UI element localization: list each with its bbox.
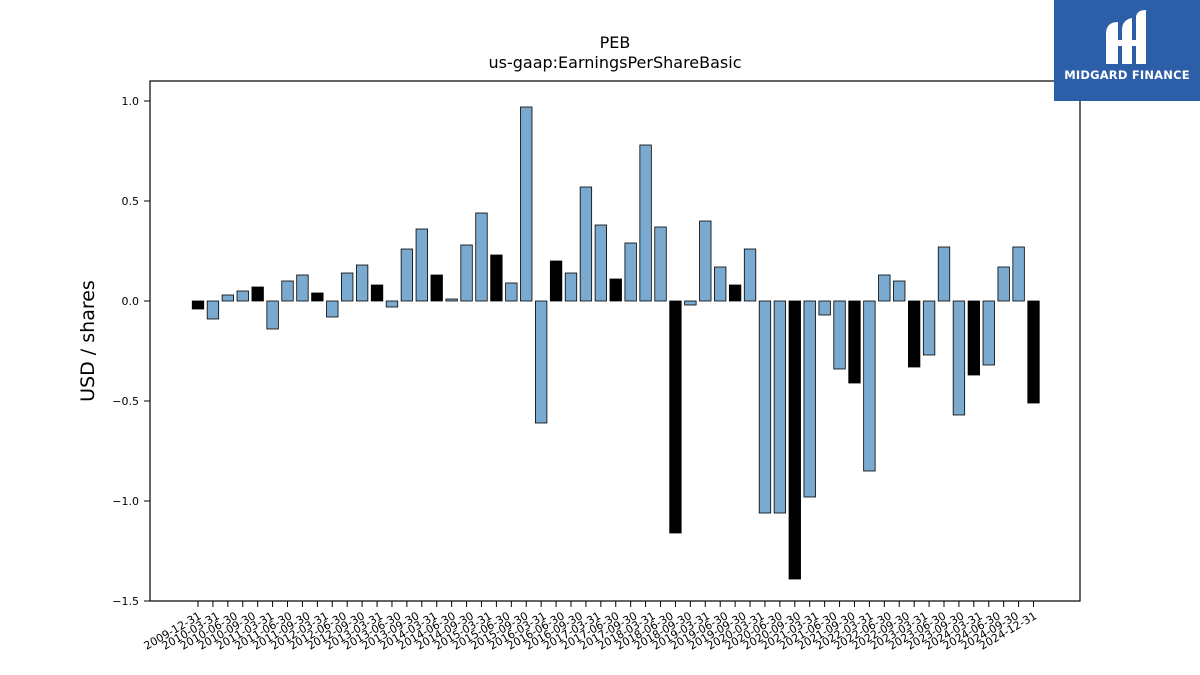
bar-2010-12-31 [251, 286, 264, 302]
bar-2011-03-31 [266, 300, 279, 330]
bar-2022-09-30 [952, 300, 966, 416]
bar-2011-09-30 [296, 274, 309, 302]
bar-2011-12-31 [311, 292, 324, 302]
bar-2013-09-30 [415, 228, 428, 302]
y-tick-label: −1.5 [112, 595, 139, 608]
bar-2020-06-30 [818, 300, 831, 316]
bar-2018-06-30 [699, 220, 712, 302]
y-tick-label: 1.0 [122, 95, 140, 108]
bar-2014-03-31 [445, 298, 458, 302]
bar-2013-03-31 [385, 300, 399, 308]
bar-2011-06-30 [281, 280, 294, 302]
bar-2023-09-30 [1012, 246, 1025, 302]
bar-2017-09-30 [654, 226, 667, 302]
company-logo: MIDGARD FINANCE [1054, 0, 1200, 101]
bar-2019-12-31 [788, 300, 801, 580]
bar-2010-06-30 [221, 294, 234, 302]
bar-2020-09-30 [833, 300, 846, 370]
y-axis: 1.0 0.5 0.0 −0.5 −1.0 −1.5 [112, 95, 150, 608]
bar-2021-03-31 [863, 300, 876, 472]
bar-2013-06-30 [400, 248, 414, 302]
bar-2015-06-30 [520, 106, 533, 302]
bar-2022-06-30 [937, 246, 951, 302]
bar-2013-12-31 [430, 274, 443, 302]
bars [191, 106, 1040, 580]
bar-2016-12-31 [609, 278, 622, 302]
bar-2012-06-30 [341, 272, 354, 302]
bar-2015-09-30 [535, 300, 548, 424]
bar-2016-06-30 [579, 186, 593, 302]
x-axis: 2009-12-312010-03-312010-06-302010-09-30… [142, 601, 1039, 653]
bar-2012-09-30 [355, 264, 369, 302]
bar-2014-09-30 [475, 212, 488, 302]
bar-2014-06-30 [460, 244, 473, 302]
bar-2022-12-31 [967, 300, 980, 376]
y-axis-label: USD / shares [77, 280, 99, 402]
bar-2016-03-31 [564, 272, 578, 302]
bar-2010-09-30 [236, 290, 249, 302]
bar-2015-03-31 [505, 282, 518, 302]
bar-2019-09-30 [773, 300, 787, 514]
bar-2020-12-31 [848, 300, 861, 384]
bar-2009-12-31 [191, 300, 205, 310]
bar-2021-12-31 [908, 300, 921, 368]
bar-2023-06-30 [997, 266, 1010, 302]
logo-text: MIDGARD FINANCE [1064, 68, 1190, 82]
bar-2017-06-30 [639, 144, 652, 302]
bar-2018-09-30 [714, 266, 727, 302]
bar-2016-09-30 [594, 224, 607, 302]
bar-2021-09-30 [893, 280, 906, 302]
bar-2012-03-31 [326, 300, 339, 318]
y-tick-label: −1.0 [112, 495, 139, 508]
bar-2018-03-31 [684, 300, 697, 306]
bar-2019-03-31 [743, 248, 757, 302]
bar-2022-03-31 [922, 300, 936, 356]
chart-title: PEB [600, 33, 631, 52]
bar-2023-12-31 [1027, 300, 1040, 404]
y-tick-label: −0.5 [112, 395, 139, 408]
bar-2015-12-31 [549, 260, 563, 302]
bar-2021-06-30 [878, 274, 891, 302]
chart-subtitle: us-gaap:EarningsPerShareBasic [488, 53, 741, 72]
bar-2017-03-31 [624, 242, 637, 302]
y-tick-label: 0.0 [122, 295, 140, 308]
bar-2018-12-31 [728, 284, 742, 302]
plot-frame [149, 80, 1081, 602]
bar-2023-03-31 [982, 300, 995, 366]
bar-2019-06-30 [758, 300, 772, 514]
bar-2010-03-31 [206, 300, 220, 320]
bar-2012-12-31 [370, 284, 384, 302]
bar-2017-12-31 [669, 300, 682, 534]
logo-mark-icon [1106, 10, 1146, 64]
bar-2020-03-31 [803, 300, 816, 498]
bar-2014-12-31 [490, 254, 503, 302]
y-tick-label: 0.5 [122, 195, 140, 208]
